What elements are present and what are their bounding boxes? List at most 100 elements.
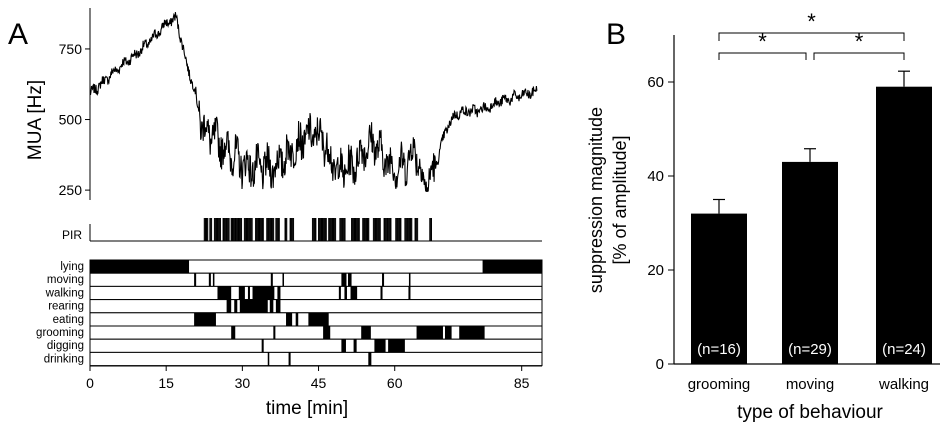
behaviour-bout-drinking <box>288 352 291 366</box>
mua-y-tick-label: 500 <box>59 112 83 128</box>
behaviour-bout-grooming <box>459 326 485 340</box>
bar-y-tick-label: 60 <box>647 74 664 91</box>
behaviour-row-rearing <box>89 299 543 314</box>
time-tick-label: 60 <box>387 375 403 391</box>
behaviour-bout-moving <box>408 273 411 287</box>
bar-grooming <box>691 213 747 364</box>
panel-a-label: A <box>8 18 28 51</box>
behaviour-bout-walking <box>217 286 232 300</box>
behaviour-bout-digging <box>353 339 357 353</box>
significance-star: * <box>758 29 767 54</box>
behaviour-bout-moving <box>282 273 285 287</box>
mua-y-tick-label: 750 <box>59 41 83 57</box>
pir-label: PIR <box>62 228 82 242</box>
significance-bracket <box>813 52 905 60</box>
mua-y-ticks: 250 500 750 <box>59 41 90 198</box>
behaviour-bout-grooming <box>361 326 371 340</box>
behaviour-bout-grooming <box>444 326 452 340</box>
behaviour-bout-moving <box>208 273 211 287</box>
pir-raster: PIR <box>62 218 542 242</box>
behaviour-bout-rearing <box>226 299 232 313</box>
significance-star: * <box>807 9 816 34</box>
category-label-moving: moving <box>786 376 834 393</box>
behaviour-bout-digging <box>388 339 405 353</box>
behaviour-row-digging <box>89 338 543 353</box>
behaviour-label-moving: moving <box>47 274 84 286</box>
significance-brackets: * * * <box>718 9 905 60</box>
behaviour-bout-rearing <box>239 299 268 313</box>
behaviour-row-drinking <box>89 351 543 367</box>
behaviour-bout-moving <box>341 273 347 287</box>
behaviour-bout-lying <box>90 260 190 274</box>
behaviour-bout-digging <box>261 339 264 353</box>
bar-y-ticks: 0 20 40 60 <box>647 74 674 373</box>
behaviour-bout-eating <box>194 312 216 326</box>
behaviour-bout-eating <box>308 312 329 326</box>
behaviour-row-moving <box>89 272 543 287</box>
bar-y-axis-label-line2: [% of amplitude] <box>610 135 630 264</box>
n-label-grooming: (n=16) <box>697 341 741 358</box>
behaviour-bout-walking <box>344 286 347 300</box>
time-axis-label: time [min] <box>266 398 348 419</box>
bar-walking <box>876 86 932 364</box>
behaviour-bout-grooming <box>323 326 331 340</box>
time-tick-label: 45 <box>311 375 327 391</box>
behaviour-bout-moving <box>382 273 385 287</box>
bar-moving <box>782 161 838 364</box>
behaviour-bout-digging <box>374 339 386 353</box>
time-tick-label: 0 <box>86 375 94 391</box>
time-ticks: 0 15 30 45 60 85 <box>86 366 530 391</box>
behaviour-bout-drinking <box>368 352 372 366</box>
behaviour-bout-walking <box>350 286 358 300</box>
behaviour-bout-walking <box>238 286 245 300</box>
behaviour-bout-rearing <box>234 299 238 313</box>
behaviour-bout-eating <box>295 312 299 326</box>
behaviour-bout-rearing <box>275 299 281 313</box>
bar-x-axis-label: type of behaviour <box>737 402 883 423</box>
behaviour-bout-eating <box>286 312 293 326</box>
behaviour-bout-moving <box>270 273 273 287</box>
bar-y-tick-label: 40 <box>647 168 664 185</box>
significance-bracket <box>718 52 807 60</box>
behaviour-label-grooming: grooming <box>36 327 84 339</box>
behaviour-bout-moving <box>212 273 215 287</box>
category-label-grooming: grooming <box>688 376 751 393</box>
behaviour-bout-moving <box>194 273 197 287</box>
mua-plot: MUA [Hz] 250 500 750 <box>25 8 538 200</box>
behaviour-bout-drinking <box>267 352 270 366</box>
behaviour-bout-walking <box>380 286 383 300</box>
bar-y-tick-label: 0 <box>656 356 664 373</box>
behaviour-bout-grooming <box>416 326 443 340</box>
behaviour-bout-lying <box>482 260 542 274</box>
behaviour-bout-walking <box>252 286 275 300</box>
behaviour-bout-walking <box>408 286 411 300</box>
bar-y-tick-label: 20 <box>647 262 664 279</box>
behaviour-bout-walking <box>277 286 281 300</box>
behaviour-bout-rearing <box>269 299 274 313</box>
bar-chart: suppression magnitude [% of amplitude] 0… <box>586 9 940 423</box>
significance-star: * <box>855 29 864 54</box>
bar-y-axis-label-line1: suppression magnitude <box>586 107 606 293</box>
mua-y-axis-label: MUA [Hz] <box>25 80 46 160</box>
mua-series-line <box>89 12 538 193</box>
pir-events <box>203 218 432 241</box>
time-axis: 0 15 30 45 60 85 time [min] <box>86 365 542 419</box>
behaviour-bout-digging <box>341 339 346 353</box>
behaviour-label-walking: walking <box>45 287 84 299</box>
time-tick-label: 30 <box>235 375 251 391</box>
bars: (n=16) grooming (n=29) moving (n=24) walking <box>688 70 932 393</box>
behaviour-label-rearing: rearing <box>48 301 84 313</box>
n-label-walking: (n=24) <box>882 341 926 358</box>
behaviour-row-walking <box>89 285 543 301</box>
behaviour-label-digging: digging <box>47 340 84 352</box>
time-tick-label: 15 <box>158 375 174 391</box>
mua-y-tick-label: 250 <box>59 182 83 198</box>
behaviour-bout-grooming <box>273 326 276 340</box>
behaviour-bout-walking <box>247 286 250 300</box>
behaviour-bout-grooming <box>231 326 236 340</box>
behaviour-label-eating: eating <box>53 314 84 326</box>
behaviour-label-lying: lying <box>60 261 84 273</box>
category-label-walking: walking <box>878 376 929 393</box>
